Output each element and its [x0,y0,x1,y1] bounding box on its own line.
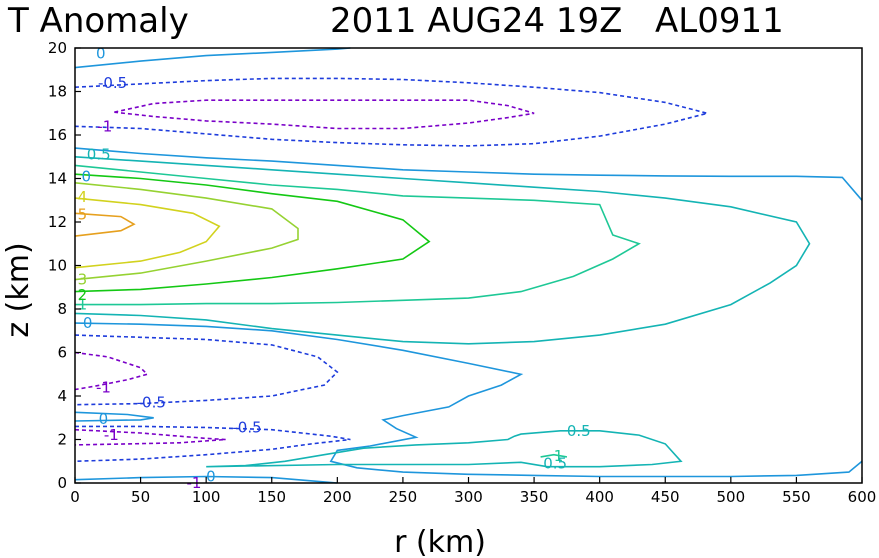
contour-label-18: 1 [554,447,564,465]
contour-label-6: 2 [78,286,88,304]
contour-label-9: 5 [78,205,88,223]
y-tick-label: 0 [57,474,67,492]
x-tick-label: 550 [782,488,811,506]
contour-label-4: 0.5 [87,146,111,164]
contour-line-1-5 [74,164,641,306]
contour-label-5: 1 [78,296,88,314]
y-tick-label: 8 [57,300,67,318]
contour-label-0: -1 [97,117,112,135]
y-tick-label: 4 [57,387,67,405]
x-tick-label: 600 [848,488,877,506]
y-tick-label: 18 [48,83,67,101]
contour-line--1-0 [114,99,535,130]
x-tick-label: 0 [70,488,80,506]
y-axis-ticks: 0 2 4 6 8 10 12 14 16 18 20 [48,39,81,492]
x-tick-label: 300 [454,488,483,506]
x-tick-label: 400 [585,488,614,506]
contour-line--0.5-1 [74,77,711,147]
contour-label-7: 3 [78,271,88,289]
chart-datetime: 2011 AUG24 19Z [330,1,622,41]
contour-label-14: -0.5 [232,419,261,437]
contour-line-5-9 [74,212,136,237]
contour-line--1-15 [74,428,226,446]
y-tick-label: 6 [57,344,67,362]
contour-line--0.5-14 [74,425,351,463]
contour-line--0.5-12 [74,334,339,406]
contour-lines [74,47,863,484]
x-tick-label: 50 [131,488,150,506]
contour-extra-label-1: 0.5 [543,454,567,472]
y-axis-label: z (km) [1,242,36,337]
x-tick-label: 350 [520,488,549,506]
y-tick-label: 12 [48,213,67,231]
contour-line-0-13 [74,411,154,422]
x-tick-label: 100 [192,488,221,506]
contour-label-15: -1 [104,426,119,444]
contour-label-11: -1 [96,378,111,396]
x-tick-label: 150 [257,488,286,506]
contour-label-16: 0.5 [567,422,591,440]
contour-label-13: 0 [99,410,109,428]
contour-line-0-3 [74,147,863,201]
y-tick-label: 10 [48,257,67,275]
contour-label-3: 0 [82,167,92,185]
y-tick-label: 2 [57,431,67,449]
contour-line-4-8 [74,197,221,269]
contour-line--1-11 [74,351,149,391]
chart-storm-id: AL0911 [655,1,784,41]
contour-label-10: 0 [83,314,93,332]
contour-line-2-6 [74,173,431,293]
contour-label-12: -0.5 [137,394,166,412]
x-tick-label: 450 [651,488,680,506]
x-tick-label: 250 [389,488,418,506]
x-axis-label: r (km) [394,525,486,558]
contour-line-0-10 [74,322,863,478]
y-tick-label: 20 [48,39,67,57]
contour-label-1: -0.5 [98,74,127,92]
x-tick-label: 200 [323,488,352,506]
contour-line-0.5-16 [206,430,683,468]
chart-title: T Anomaly [7,1,189,41]
contour-label-8: 4 [78,188,88,206]
y-tick-label: 16 [48,126,67,144]
plot-frame [74,47,863,484]
contour-line-0-17 [74,475,338,484]
contour-line-1-18 [540,453,568,458]
contour-label-2: 0 [96,44,106,62]
x-tick-label: 500 [717,488,746,506]
x-axis-ticks: 0 50 100 150 200 250 300 350 400 450 500 550 600 [70,477,876,506]
contour-line-0.5-4 [74,156,811,345]
contour-label-17: 0 [206,467,216,485]
contour-line-3-7 [74,182,299,281]
contour-line-0-2 [74,47,351,69]
y-tick-label: 14 [48,170,67,188]
